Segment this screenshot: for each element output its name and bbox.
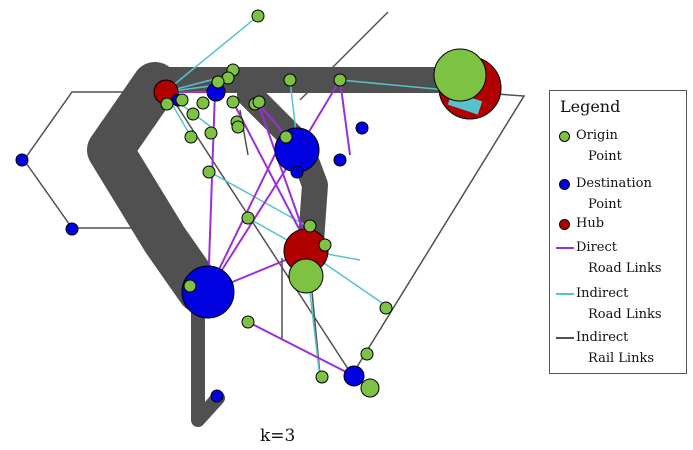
road-link-direct xyxy=(247,321,353,376)
road-link-direct xyxy=(207,91,216,293)
road-link-direct xyxy=(231,99,311,251)
destination-node xyxy=(343,365,365,387)
figure-caption: k=3 xyxy=(260,426,296,446)
origin-node xyxy=(231,120,245,134)
origin-node xyxy=(241,211,255,225)
origin-node xyxy=(279,130,293,144)
legend: Legend Origin Point Destination Point Hub Dir… xyxy=(549,90,687,374)
origin-node xyxy=(184,130,198,144)
destination-node xyxy=(333,153,347,167)
rail-link xyxy=(299,11,389,101)
legend-label-continued: Point xyxy=(588,197,622,212)
origin-node xyxy=(241,315,255,329)
destination-node xyxy=(65,222,79,236)
destination-node xyxy=(355,121,369,135)
legend-label: Destination xyxy=(576,176,652,191)
legend-dot-icon xyxy=(559,219,570,230)
rail-link xyxy=(23,91,140,161)
origin-node xyxy=(318,238,332,252)
legend-line-icon xyxy=(556,293,574,295)
road-link-indirect xyxy=(164,15,259,93)
destination-node xyxy=(210,389,224,403)
origin-node xyxy=(303,219,317,233)
rail-link xyxy=(351,91,526,376)
rail-corridor-west xyxy=(87,62,223,313)
legend-label-continued: Rail Links xyxy=(588,351,654,366)
origin-node xyxy=(183,279,197,293)
destination-node xyxy=(15,153,29,167)
origin-node xyxy=(175,93,189,107)
legend-label-continued: Point xyxy=(588,149,622,164)
legend-label: Indirect xyxy=(576,330,629,345)
destination-node xyxy=(290,165,304,179)
legend-line-icon xyxy=(556,247,574,249)
origin-points xyxy=(160,9,487,398)
legend-label: Hub xyxy=(576,216,605,231)
legend-label-continued: Road Links xyxy=(588,307,662,322)
road-link-direct xyxy=(257,102,311,251)
legend-label: Direct xyxy=(576,240,617,255)
origin-node xyxy=(360,378,380,398)
origin-node xyxy=(251,9,265,23)
origin-node xyxy=(315,370,329,384)
origin-node xyxy=(252,95,266,109)
origin-node xyxy=(379,301,393,315)
legend-title: Legend xyxy=(560,97,621,116)
origin-node xyxy=(202,165,216,179)
origin-node xyxy=(433,48,487,102)
destination-node xyxy=(181,265,235,319)
legend-label: Indirect xyxy=(576,286,629,301)
legend-dot-icon xyxy=(559,179,570,190)
origin-node xyxy=(160,97,174,111)
rail-corridor-southwest-stub xyxy=(191,288,225,427)
legend-label: Origin xyxy=(576,128,618,143)
road-link-indirect xyxy=(209,171,306,226)
origin-node xyxy=(211,75,225,89)
origin-node xyxy=(283,73,297,87)
origin-node xyxy=(226,95,240,109)
legend-line-icon xyxy=(556,337,574,339)
origin-node xyxy=(360,347,374,361)
origin-node xyxy=(204,126,218,140)
origin-node xyxy=(333,73,347,87)
rail-link xyxy=(169,94,353,376)
origin-node xyxy=(186,107,200,121)
origin-node xyxy=(288,258,324,294)
origin-node xyxy=(196,96,210,110)
legend-label-continued: Road Links xyxy=(588,261,662,276)
legend-dot-icon xyxy=(559,131,570,142)
road-link-direct xyxy=(339,79,351,156)
